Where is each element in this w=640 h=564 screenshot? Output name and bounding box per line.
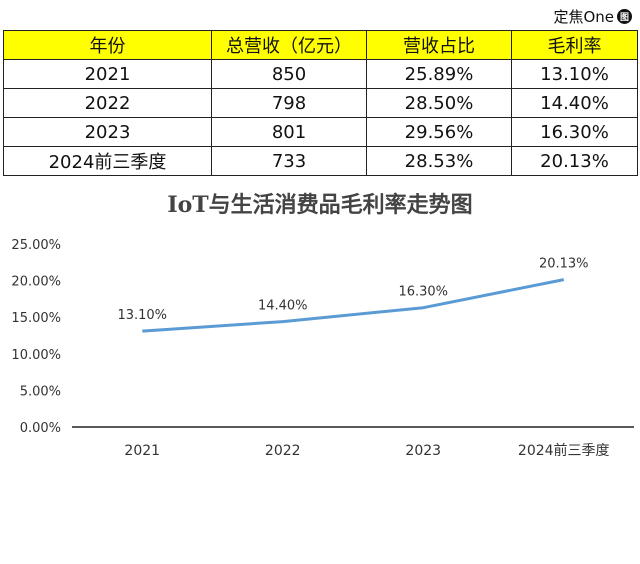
data-label: 13.10% — [117, 308, 167, 323]
header-revenue-share: 营收占比 — [366, 30, 512, 60]
cell-share: 29.56% — [366, 117, 512, 147]
watermark: 定焦One 图 — [553, 6, 632, 27]
watermark-text: 定焦One — [553, 8, 614, 26]
y-tick-label: 20.00% — [11, 275, 61, 290]
data-label: 20.13% — [539, 257, 589, 272]
cell-year: 2023 — [3, 117, 212, 147]
y-tick-label: 15.00% — [11, 311, 61, 326]
watermark-logo-icon: 图 — [617, 9, 632, 24]
data-label: 16.30% — [398, 285, 448, 300]
cell-revenue: 801 — [211, 117, 367, 147]
y-tick-label: 0.00% — [20, 421, 61, 436]
cell-share: 28.50% — [366, 88, 512, 118]
header-year: 年份 — [3, 30, 212, 60]
y-tick-label: 25.00% — [11, 238, 61, 253]
x-tick-label: 2023 — [405, 443, 441, 459]
chart-title: IoT与生活消费品毛利率走势图 — [167, 192, 472, 218]
series-line — [142, 278, 565, 333]
cell-year: 2021 — [3, 59, 212, 89]
cell-revenue: 850 — [211, 59, 367, 89]
summary-table: 年份 总营收（亿元） 营收占比 毛利率 2021 850 25.89% 13.1… — [3, 30, 638, 176]
x-tick-label: 2021 — [124, 443, 160, 459]
cell-revenue: 798 — [211, 88, 367, 118]
x-tick-label: 2024前三季度 — [518, 442, 610, 459]
cell-revenue: 733 — [211, 146, 367, 176]
header-revenue: 总营收（亿元） — [211, 30, 367, 60]
chart-area: IoT与生活消费品毛利率走势图 0.00% 5.00% 10.00% 15.00% 20… — [0, 176, 640, 564]
cell-year: 2022 — [3, 88, 212, 118]
margin-trend-chart: IoT与生活消费品毛利率走势图 0.00% 5.00% 10.00% 15.00% 20… — [11, 192, 634, 459]
data-label: 14.40% — [258, 299, 308, 314]
cell-year: 2024前三季度 — [3, 146, 212, 176]
y-tick-label: 10.00% — [11, 348, 61, 363]
cell-share: 25.89% — [366, 59, 512, 89]
table-row: 2024前三季度 733 28.53% 20.13% — [3, 146, 638, 176]
x-tick-label: 2022 — [265, 443, 301, 459]
table-header-row: 年份 总营收（亿元） 营收占比 毛利率 — [3, 30, 638, 60]
cell-margin: 14.40% — [511, 88, 638, 118]
cell-margin: 20.13% — [511, 146, 638, 176]
header-gross-margin: 毛利率 — [511, 30, 638, 60]
table-row: 2023 801 29.56% 16.30% — [3, 117, 638, 147]
cell-margin: 16.30% — [511, 117, 638, 147]
cell-share: 28.53% — [366, 146, 512, 176]
table-row: 2022 798 28.50% 14.40% — [3, 88, 638, 118]
table-row: 2021 850 25.89% 13.10% — [3, 59, 638, 89]
cell-margin: 13.10% — [511, 59, 638, 89]
y-tick-label: 5.00% — [20, 384, 61, 399]
